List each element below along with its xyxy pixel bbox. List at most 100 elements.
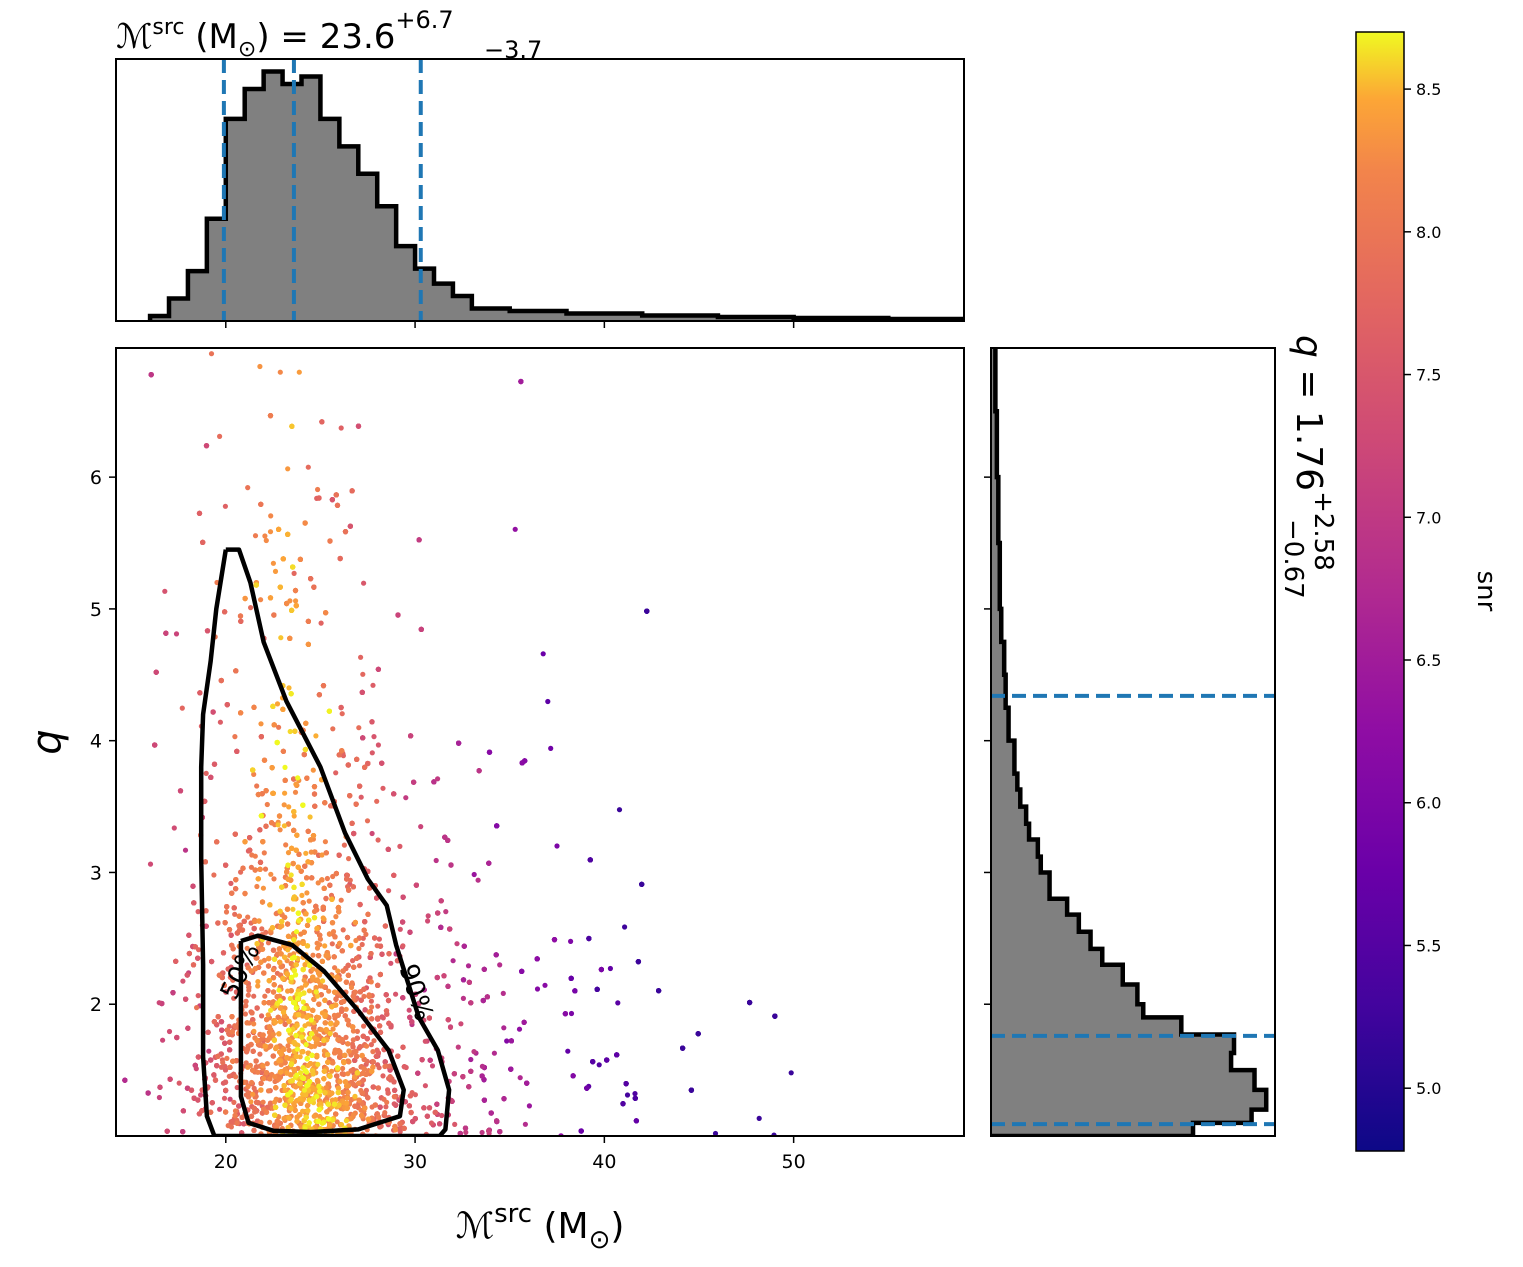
- scatter-point: [518, 378, 524, 385]
- scatter-point: [371, 734, 377, 740]
- scatter-point: [635, 959, 642, 965]
- scatter-point: [548, 745, 554, 752]
- scatter-point: [476, 768, 482, 774]
- scatter-point: [372, 1102, 378, 1108]
- scatter-point: [479, 1129, 485, 1136]
- scatter-point: [415, 1070, 421, 1076]
- top-histogram-fill: [150, 71, 964, 321]
- scatter-point: [375, 1003, 381, 1009]
- scatter-point: [747, 999, 753, 1006]
- scatter-point: [351, 964, 357, 970]
- scatter-point: [209, 1100, 215, 1106]
- scatter-point: [234, 748, 240, 755]
- scatter-point: [225, 1123, 231, 1129]
- scatter-point: [418, 626, 424, 633]
- scatter-point: [434, 1101, 440, 1107]
- scatter-point: [245, 1033, 252, 1039]
- scatter-point: [232, 1113, 238, 1119]
- scatter-point: [238, 618, 244, 624]
- scatter-point: [166, 1028, 173, 1035]
- scatter-point: [400, 1044, 406, 1050]
- scatter-point: [497, 1129, 503, 1135]
- scatter-point: [358, 1087, 364, 1094]
- scatter-point: [361, 993, 367, 1000]
- scatter-point: [227, 1039, 233, 1045]
- scatter-point: [349, 980, 355, 986]
- scatter-point: [248, 605, 254, 611]
- scatter-point: [195, 1054, 201, 1060]
- scatter-point: [249, 1010, 255, 1016]
- scatter-point: [232, 911, 238, 917]
- scatter-point: [195, 955, 201, 961]
- scatter-point: [186, 932, 192, 938]
- scatter-point: [192, 944, 198, 950]
- scatter-point: [486, 860, 492, 866]
- scatter-point: [262, 993, 268, 999]
- scatter-point: [421, 987, 427, 993]
- scatter-point: [519, 968, 525, 975]
- scatter-point: [385, 1090, 391, 1096]
- scatter-point: [156, 1000, 162, 1006]
- scatter-point: [330, 873, 336, 880]
- scatter-point: [232, 734, 238, 740]
- scatter-point: [148, 372, 154, 378]
- scatter-point: [258, 501, 264, 507]
- scatter-points: [122, 351, 794, 1136]
- scatter-point: [391, 1094, 398, 1100]
- scatter-point: [362, 919, 368, 925]
- scatter-point: [250, 1017, 256, 1023]
- scatter-point: [231, 905, 237, 911]
- scatter-point: [334, 1073, 340, 1079]
- scatter-point: [427, 1057, 433, 1063]
- scatter-point: [226, 927, 233, 933]
- scatter-point: [353, 801, 359, 807]
- scatter-point: [234, 1084, 240, 1091]
- scatter-point: [180, 1129, 186, 1135]
- scatter-point: [712, 1130, 719, 1136]
- scatter-point: [366, 993, 372, 999]
- scatter-point: [359, 689, 365, 696]
- scatter-point: [522, 1121, 529, 1127]
- scatter-point: [386, 951, 392, 957]
- scatter-point: [479, 1063, 485, 1069]
- scatter-point: [265, 963, 272, 969]
- scatter-point: [369, 750, 375, 756]
- scatter-point: [438, 898, 444, 904]
- scatter-point: [400, 943, 406, 949]
- scatter-point: [392, 1087, 398, 1093]
- scatter-point: [620, 1101, 626, 1107]
- scatter-point: [339, 948, 345, 954]
- scatter-point: [460, 995, 466, 1002]
- scatter-point: [163, 630, 169, 636]
- scatter-point: [349, 488, 355, 494]
- scatter-point: [383, 1008, 390, 1014]
- scatter-point: [251, 1085, 257, 1091]
- scatter-point: [341, 998, 347, 1005]
- scatter-point: [358, 654, 364, 660]
- scatter-point: [615, 1000, 621, 1006]
- scatter-point: [195, 909, 201, 915]
- scatter-point: [217, 719, 223, 725]
- scatter-point: [356, 725, 362, 731]
- scatter-point: [460, 977, 467, 983]
- scatter-point: [228, 880, 234, 887]
- scatter-point: [230, 977, 236, 983]
- scatter-point: [565, 1048, 571, 1054]
- scatter-point: [222, 1079, 229, 1085]
- scatter-point: [241, 918, 247, 925]
- scatter-point: [632, 1095, 638, 1101]
- scatter-point: [632, 1091, 638, 1097]
- scatter-point: [542, 982, 548, 988]
- scatter-point: [270, 947, 277, 953]
- scatter-point: [311, 584, 317, 590]
- scatter-point: [220, 1059, 226, 1066]
- scatter-point: [229, 1119, 235, 1125]
- scatter-point: [607, 965, 614, 972]
- scatter-point: [406, 1007, 412, 1013]
- scatter-point: [512, 526, 518, 532]
- title-unit-close: ): [256, 17, 269, 57]
- scatter-point: [259, 1110, 265, 1116]
- scatter-point: [362, 1007, 368, 1013]
- scatter-point: [361, 986, 367, 992]
